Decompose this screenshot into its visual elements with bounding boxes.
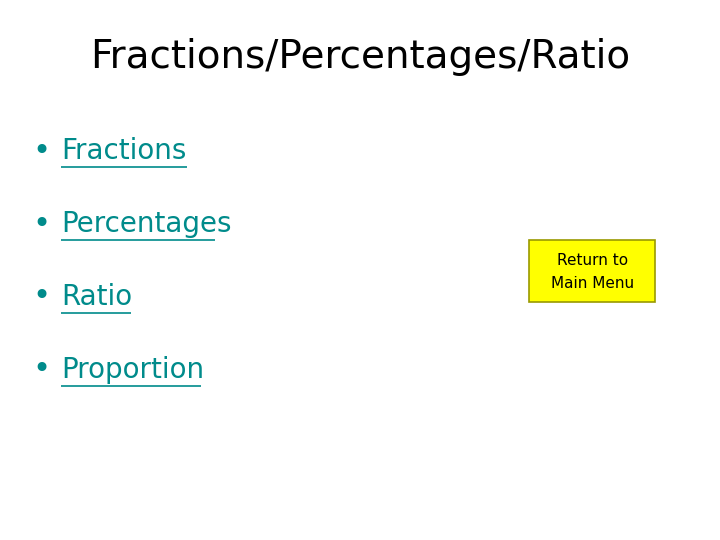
- Text: Fractions/Percentages/Ratio: Fractions/Percentages/Ratio: [90, 38, 630, 76]
- Text: Percentages: Percentages: [61, 210, 232, 238]
- Text: Ratio: Ratio: [61, 283, 132, 311]
- Text: Proportion: Proportion: [61, 356, 204, 384]
- Text: •: •: [32, 137, 50, 166]
- Text: •: •: [32, 210, 50, 239]
- Text: Main Menu: Main Menu: [551, 276, 634, 291]
- Text: Return to: Return to: [557, 253, 628, 268]
- Text: •: •: [32, 355, 50, 384]
- FancyBboxPatch shape: [529, 240, 655, 302]
- Text: Fractions: Fractions: [61, 137, 186, 165]
- Text: •: •: [32, 282, 50, 312]
